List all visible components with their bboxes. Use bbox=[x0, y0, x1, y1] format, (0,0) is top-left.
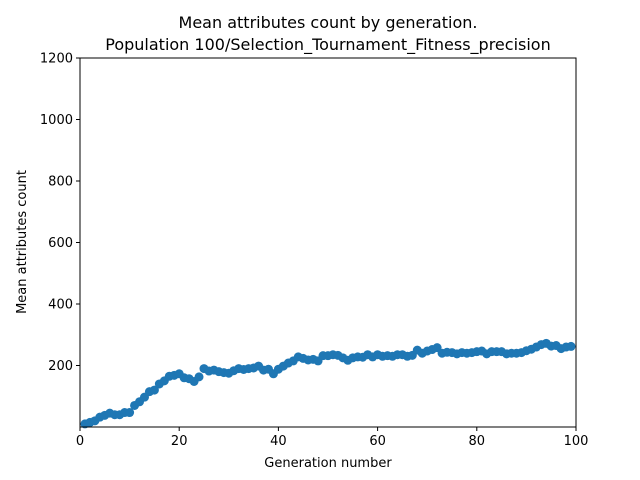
data-points bbox=[80, 338, 576, 429]
x-tick-label: 20 bbox=[171, 434, 188, 449]
x-tick-label: 80 bbox=[469, 434, 486, 449]
y-tick-label: 1200 bbox=[40, 52, 73, 67]
y-tick-label: 200 bbox=[48, 359, 73, 374]
data-point bbox=[125, 408, 135, 418]
chart-title-line-2: Population 100/Selection_Tournament_Fitn… bbox=[105, 35, 550, 55]
x-axis-label: Generation number bbox=[264, 456, 392, 471]
y-tick-label: 400 bbox=[48, 298, 73, 313]
y-tick-label: 1000 bbox=[40, 113, 73, 128]
x-tick-label: 0 bbox=[76, 434, 84, 449]
data-point bbox=[194, 372, 204, 382]
x-tick-label: 100 bbox=[564, 434, 589, 449]
y-tick-label: 800 bbox=[48, 175, 73, 190]
y-axis-ticks: 200 400 600 800 1000 1200 bbox=[40, 52, 80, 374]
plot-frame bbox=[79, 57, 577, 428]
chart-title-line-1: Mean attributes count by generation. bbox=[179, 13, 478, 32]
data-point bbox=[149, 385, 159, 395]
data-point bbox=[566, 341, 576, 351]
x-axis-ticks: 0 20 40 60 80 100 bbox=[76, 427, 589, 449]
y-tick-label: 600 bbox=[48, 236, 73, 251]
x-tick-label: 60 bbox=[369, 434, 386, 449]
x-tick-label: 40 bbox=[270, 434, 287, 449]
y-axis-label: Mean attributes count bbox=[15, 170, 30, 314]
